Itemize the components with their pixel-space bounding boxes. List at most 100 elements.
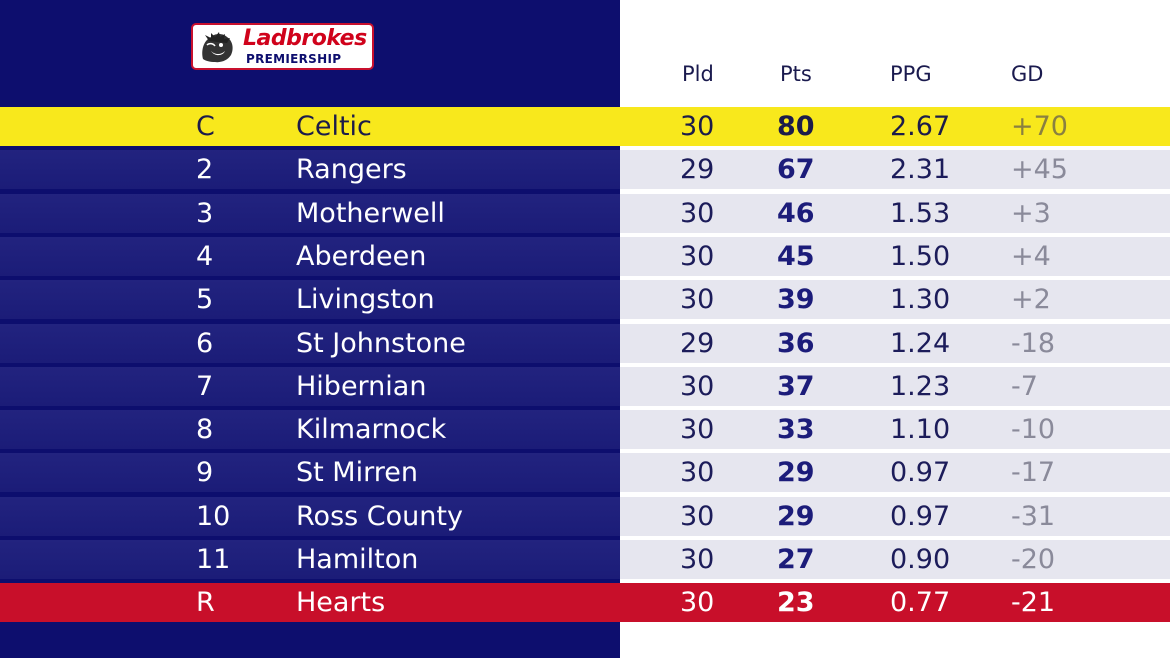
- position-cell: 2: [196, 154, 214, 185]
- ppg-cell: 1.10: [890, 414, 951, 445]
- position-cell: 6: [196, 328, 214, 359]
- team-name-cell: Hibernian: [296, 371, 427, 402]
- table-row: 10 Ross County 30 29 0.97 -31: [0, 497, 1170, 536]
- points-cell: 37: [777, 371, 815, 402]
- goal-difference-cell: -21: [1011, 587, 1056, 618]
- played-cell: 29: [680, 328, 715, 359]
- row-right-band: [620, 583, 1170, 622]
- row-right-band: [620, 107, 1170, 146]
- lion-head-icon: [202, 32, 233, 63]
- played-cell: 30: [680, 111, 715, 142]
- row-left-band: [0, 583, 620, 622]
- ppg-cell: 1.50: [890, 241, 951, 272]
- row-left-band: [0, 410, 620, 449]
- team-name-cell: Rangers: [296, 154, 407, 185]
- table-row: 6 St Johnstone 29 36 1.24 -18: [0, 324, 1170, 363]
- played-cell: 30: [680, 198, 715, 229]
- table-row: 9 St Mirren 30 29 0.97 -17: [0, 453, 1170, 492]
- header-gd: GD: [1011, 62, 1044, 86]
- table-row: 11 Hamilton 30 27 0.90 -20: [0, 540, 1170, 579]
- row-left-band: [0, 280, 620, 319]
- goal-difference-cell: +4: [1011, 241, 1051, 272]
- position-cell: 7: [196, 371, 214, 402]
- position-cell: C: [196, 111, 215, 142]
- team-name-cell: St Mirren: [296, 457, 418, 488]
- position-cell: 4: [196, 241, 214, 272]
- position-cell: R: [196, 587, 215, 618]
- points-cell: 23: [777, 587, 815, 618]
- row-right-band: [620, 150, 1170, 189]
- ppg-cell: 0.97: [890, 457, 951, 488]
- table-row: 4 Aberdeen 30 45 1.50 +4: [0, 237, 1170, 276]
- table-row: 5 Livingston 30 39 1.30 +2: [0, 280, 1170, 319]
- ppg-cell: 2.31: [890, 154, 951, 185]
- ppg-cell: 1.23: [890, 371, 951, 402]
- team-name-cell: Kilmarnock: [296, 414, 447, 445]
- row-right-band: [620, 497, 1170, 536]
- table-row: 2 Rangers 29 67 2.31 +45: [0, 150, 1170, 189]
- competition-logo: Ladbrokes PREMIERSHIP: [191, 23, 374, 70]
- row-left-band: [0, 194, 620, 233]
- position-cell: 3: [196, 198, 214, 229]
- points-cell: 46: [777, 198, 815, 229]
- ppg-cell: 0.90: [890, 544, 951, 575]
- points-cell: 29: [777, 501, 815, 532]
- points-cell: 33: [777, 414, 815, 445]
- team-name-cell: Hearts: [296, 587, 386, 618]
- team-name-cell: St Johnstone: [296, 328, 466, 359]
- row-right-band: [620, 194, 1170, 233]
- played-cell: 30: [680, 544, 715, 575]
- goal-difference-cell: -20: [1011, 544, 1056, 575]
- points-cell: 39: [777, 284, 815, 315]
- played-cell: 29: [680, 154, 715, 185]
- row-left-band: [0, 367, 620, 406]
- points-cell: 36: [777, 328, 815, 359]
- row-left-band: [0, 237, 620, 276]
- position-cell: 8: [196, 414, 214, 445]
- team-name-cell: Ross County: [296, 501, 463, 532]
- position-cell: 5: [196, 284, 214, 315]
- row-right-band: [620, 453, 1170, 492]
- goal-difference-cell: -7: [1011, 371, 1038, 402]
- played-cell: 30: [680, 371, 715, 402]
- points-cell: 29: [777, 457, 815, 488]
- header-ppg: PPG: [890, 62, 932, 86]
- row-left-band: [0, 150, 620, 189]
- ppg-cell: 0.97: [890, 501, 951, 532]
- position-cell: 9: [196, 457, 214, 488]
- points-cell: 27: [777, 544, 815, 575]
- goal-difference-cell: -18: [1011, 328, 1056, 359]
- ppg-cell: 1.24: [890, 328, 951, 359]
- played-cell: 30: [680, 414, 715, 445]
- goal-difference-cell: +70: [1011, 111, 1068, 142]
- row-right-band: [620, 540, 1170, 579]
- points-cell: 80: [777, 111, 815, 142]
- team-name-cell: Livingston: [296, 284, 435, 315]
- team-name-cell: Hamilton: [296, 544, 419, 575]
- played-cell: 30: [680, 241, 715, 272]
- points-cell: 67: [777, 154, 815, 185]
- goal-difference-cell: -31: [1011, 501, 1056, 532]
- logo-brand-text: Ladbrokes: [243, 26, 367, 51]
- team-name-cell: Celtic: [296, 111, 372, 142]
- row-left-band: [0, 107, 620, 146]
- row-right-band: [620, 410, 1170, 449]
- row-right-band: [620, 280, 1170, 319]
- ppg-cell: 1.30: [890, 284, 951, 315]
- logo-competition-text: PREMIERSHIP: [246, 52, 342, 66]
- row-left-band: [0, 540, 620, 579]
- ppg-cell: 2.67: [890, 111, 951, 142]
- table-row: 8 Kilmarnock 30 33 1.10 -10: [0, 410, 1170, 449]
- played-cell: 30: [680, 457, 715, 488]
- ppg-cell: 1.53: [890, 198, 951, 229]
- team-name-cell: Aberdeen: [296, 241, 427, 272]
- goal-difference-cell: +2: [1011, 284, 1051, 315]
- played-cell: 30: [680, 501, 715, 532]
- table-row: R Hearts 30 23 0.77 -21: [0, 583, 1170, 622]
- goal-difference-cell: -10: [1011, 414, 1056, 445]
- goal-difference-cell: +3: [1011, 198, 1051, 229]
- team-name-cell: Motherwell: [296, 198, 445, 229]
- played-cell: 30: [680, 284, 715, 315]
- goal-difference-cell: -17: [1011, 457, 1056, 488]
- header-pld: Pld: [682, 62, 714, 86]
